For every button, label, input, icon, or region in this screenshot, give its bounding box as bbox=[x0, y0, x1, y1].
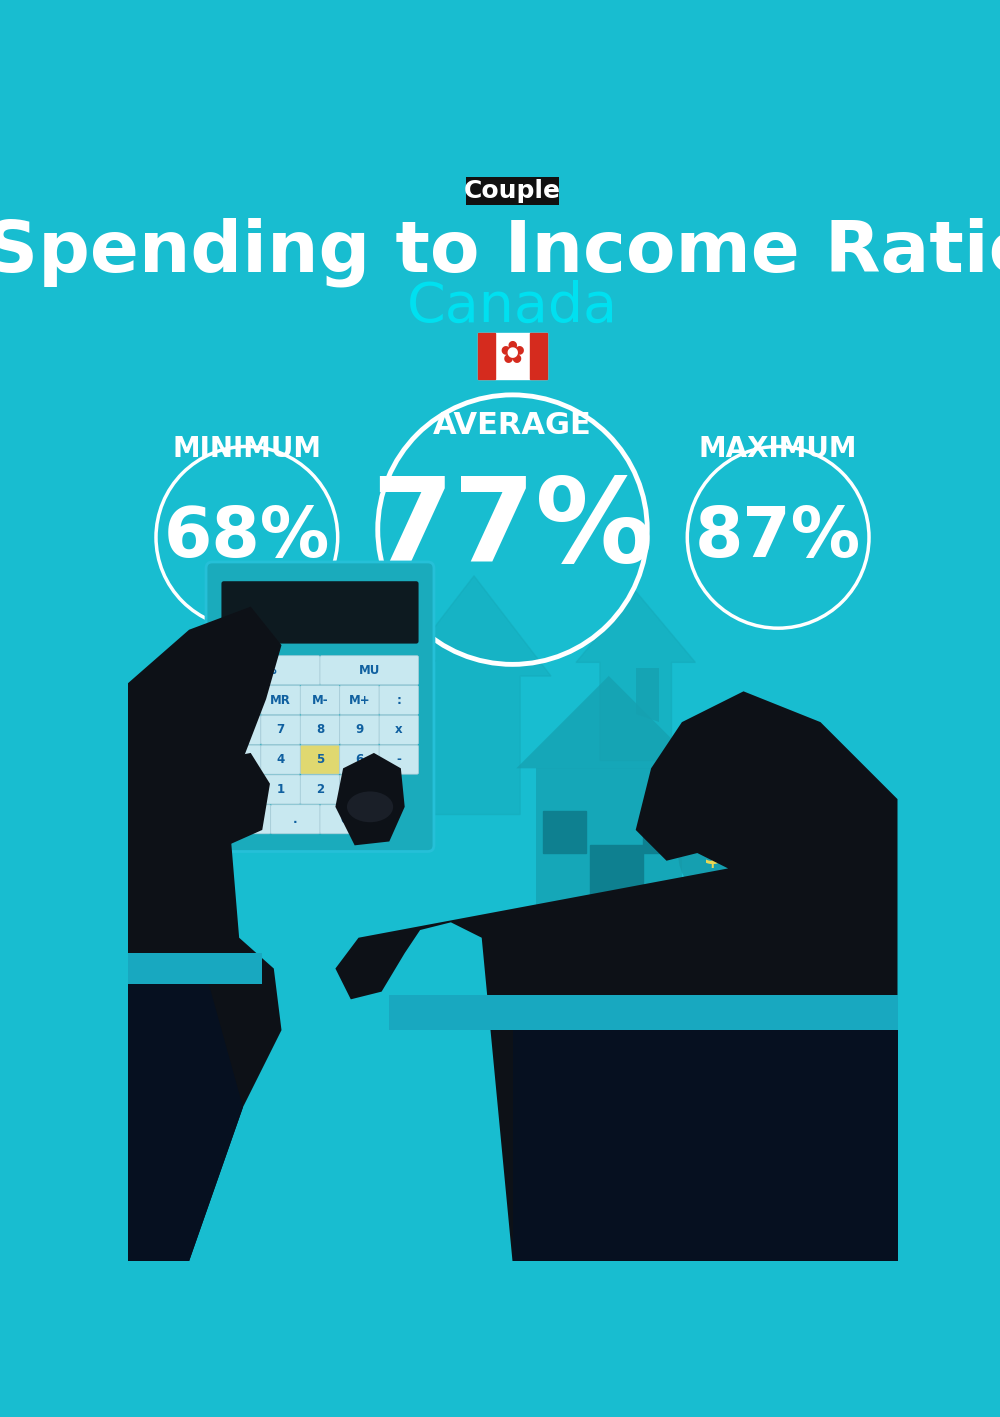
Text: 8: 8 bbox=[316, 723, 324, 737]
Polygon shape bbox=[128, 954, 262, 983]
Text: M-: M- bbox=[312, 693, 328, 707]
Text: Spending to Income Ratio: Spending to Income Ratio bbox=[0, 218, 1000, 288]
Polygon shape bbox=[389, 996, 898, 1030]
Text: %: % bbox=[265, 663, 277, 677]
FancyBboxPatch shape bbox=[221, 581, 419, 643]
Bar bbox=[666, 920, 790, 930]
Text: 7: 7 bbox=[277, 723, 285, 737]
FancyBboxPatch shape bbox=[221, 775, 261, 803]
FancyBboxPatch shape bbox=[466, 177, 559, 204]
Text: MR: MR bbox=[270, 693, 291, 707]
Text: ▶: ▶ bbox=[237, 754, 246, 767]
FancyBboxPatch shape bbox=[340, 775, 379, 803]
FancyBboxPatch shape bbox=[221, 745, 261, 774]
Bar bbox=[478, 333, 547, 380]
Text: 6: 6 bbox=[355, 754, 364, 767]
Polygon shape bbox=[205, 752, 270, 846]
Text: M+: M+ bbox=[349, 693, 370, 707]
Text: 77%: 77% bbox=[371, 472, 654, 587]
Text: $: $ bbox=[779, 873, 816, 925]
Bar bbox=[666, 931, 790, 942]
Text: MINIMUM: MINIMUM bbox=[172, 435, 321, 463]
Text: -: - bbox=[396, 754, 401, 767]
Ellipse shape bbox=[738, 819, 857, 965]
Ellipse shape bbox=[678, 811, 747, 896]
FancyBboxPatch shape bbox=[300, 775, 340, 803]
Text: 4: 4 bbox=[276, 754, 285, 767]
FancyBboxPatch shape bbox=[320, 656, 419, 684]
Polygon shape bbox=[536, 768, 682, 938]
Bar bbox=[666, 925, 790, 937]
Text: 2: 2 bbox=[316, 784, 324, 796]
Polygon shape bbox=[512, 1015, 898, 1261]
FancyBboxPatch shape bbox=[340, 745, 379, 774]
FancyBboxPatch shape bbox=[221, 686, 261, 714]
Bar bbox=[530, 333, 547, 380]
Text: ✿: ✿ bbox=[500, 340, 525, 370]
Text: C/A: C/A bbox=[230, 784, 252, 796]
FancyBboxPatch shape bbox=[221, 716, 261, 744]
Polygon shape bbox=[576, 591, 695, 761]
FancyBboxPatch shape bbox=[379, 745, 419, 774]
Text: :: : bbox=[396, 693, 401, 707]
Bar bbox=[590, 846, 643, 938]
Polygon shape bbox=[335, 691, 898, 1261]
FancyBboxPatch shape bbox=[320, 805, 369, 833]
FancyBboxPatch shape bbox=[271, 805, 320, 833]
Ellipse shape bbox=[347, 792, 393, 822]
FancyBboxPatch shape bbox=[300, 716, 340, 744]
Text: 87%: 87% bbox=[695, 504, 861, 571]
Bar bbox=[643, 811, 686, 853]
FancyBboxPatch shape bbox=[261, 745, 300, 774]
Text: AVERAGE: AVERAGE bbox=[433, 411, 592, 441]
FancyBboxPatch shape bbox=[340, 716, 379, 744]
Text: +/-: +/- bbox=[232, 723, 251, 737]
Bar bbox=[666, 949, 790, 961]
Bar bbox=[543, 811, 586, 853]
Text: Couple: Couple bbox=[464, 179, 561, 203]
FancyBboxPatch shape bbox=[261, 686, 300, 714]
Text: 0: 0 bbox=[341, 813, 349, 826]
Text: MC: MC bbox=[231, 693, 251, 707]
FancyBboxPatch shape bbox=[379, 686, 419, 714]
Polygon shape bbox=[312, 584, 436, 768]
Polygon shape bbox=[636, 669, 659, 723]
FancyBboxPatch shape bbox=[221, 805, 271, 833]
Text: MU: MU bbox=[359, 663, 380, 677]
FancyBboxPatch shape bbox=[261, 775, 300, 803]
Bar bbox=[478, 333, 495, 380]
Polygon shape bbox=[696, 792, 730, 815]
Text: 1: 1 bbox=[277, 784, 285, 796]
Bar bbox=[666, 944, 790, 955]
Polygon shape bbox=[128, 969, 243, 1261]
Text: Canada: Canada bbox=[407, 279, 618, 333]
Polygon shape bbox=[335, 752, 405, 846]
FancyBboxPatch shape bbox=[300, 686, 340, 714]
Text: 3: 3 bbox=[355, 784, 363, 796]
FancyBboxPatch shape bbox=[206, 563, 434, 852]
Bar bbox=[666, 938, 790, 948]
Polygon shape bbox=[128, 606, 282, 1261]
Text: x: x bbox=[395, 723, 403, 737]
Polygon shape bbox=[516, 676, 701, 768]
FancyBboxPatch shape bbox=[221, 656, 320, 684]
Text: 68%: 68% bbox=[164, 504, 330, 571]
Text: $: $ bbox=[704, 845, 721, 869]
Text: 00: 00 bbox=[238, 813, 254, 826]
Text: MAXIMUM: MAXIMUM bbox=[699, 435, 857, 463]
Polygon shape bbox=[773, 788, 822, 820]
FancyBboxPatch shape bbox=[300, 745, 340, 774]
Text: .: . bbox=[293, 813, 298, 826]
Text: 5: 5 bbox=[316, 754, 324, 767]
Text: 9: 9 bbox=[355, 723, 364, 737]
FancyBboxPatch shape bbox=[379, 716, 419, 744]
FancyBboxPatch shape bbox=[261, 716, 300, 744]
FancyBboxPatch shape bbox=[340, 686, 379, 714]
Polygon shape bbox=[397, 575, 551, 815]
